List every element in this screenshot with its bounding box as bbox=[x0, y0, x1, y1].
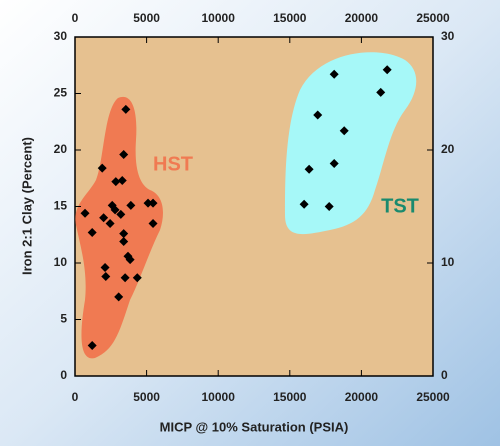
point bbox=[99, 213, 109, 223]
x-tick-label: 25000 bbox=[416, 11, 450, 25]
frame bbox=[74, 36, 434, 377]
point bbox=[125, 255, 135, 265]
point bbox=[105, 218, 115, 228]
point bbox=[126, 200, 136, 210]
point bbox=[304, 164, 314, 174]
y2-tick-label: 30 bbox=[441, 29, 455, 43]
x-tick-label: 25000 bbox=[416, 390, 450, 404]
point bbox=[143, 198, 153, 208]
point bbox=[97, 163, 107, 173]
point bbox=[110, 205, 120, 215]
y-axis-title: Iron 2:1 Clay (Percent) bbox=[19, 137, 34, 275]
x-tick-label: 20000 bbox=[345, 390, 379, 404]
point bbox=[87, 340, 97, 350]
point bbox=[382, 65, 392, 75]
x-tick-label: 15000 bbox=[273, 390, 307, 404]
x-tick-label: 10000 bbox=[202, 11, 236, 25]
point bbox=[148, 198, 158, 208]
point bbox=[148, 218, 158, 228]
x-axis-title: MICP @ 10% Saturation (PSIA) bbox=[160, 419, 349, 434]
point bbox=[339, 126, 349, 136]
x-tick-label: 5000 bbox=[133, 11, 160, 25]
y2-tick-label: 0 bbox=[441, 368, 448, 382]
point bbox=[116, 209, 126, 219]
x-tick-label: 0 bbox=[72, 11, 79, 25]
point bbox=[299, 199, 309, 209]
x-tick-label: 0 bbox=[72, 390, 79, 404]
point bbox=[114, 292, 124, 302]
y2-tick-label: 10 bbox=[441, 255, 455, 269]
point bbox=[120, 273, 130, 283]
point bbox=[111, 177, 121, 187]
y-tick-label: 20 bbox=[54, 142, 68, 156]
y-tick-label: 0 bbox=[60, 368, 67, 382]
point bbox=[376, 87, 386, 97]
x-tick-label: 20000 bbox=[345, 11, 379, 25]
y-tick-label: 5 bbox=[60, 312, 67, 326]
hst-region bbox=[75, 96, 163, 359]
point bbox=[87, 227, 97, 237]
point bbox=[100, 263, 110, 273]
point bbox=[80, 208, 90, 218]
point bbox=[329, 69, 339, 79]
y-tick-label: 30 bbox=[54, 29, 68, 43]
y2-tick-label: 20 bbox=[441, 142, 455, 156]
point bbox=[329, 159, 339, 169]
point bbox=[119, 237, 129, 247]
y-tick-label: 10 bbox=[54, 255, 68, 269]
point bbox=[117, 176, 127, 186]
x-tick-label: 5000 bbox=[133, 390, 160, 404]
x-tick-label: 15000 bbox=[273, 11, 307, 25]
annotation: HST bbox=[153, 153, 193, 175]
point bbox=[324, 202, 334, 211]
annotation: TST bbox=[381, 195, 419, 217]
y-tick-label: 15 bbox=[54, 199, 68, 213]
point bbox=[119, 150, 129, 160]
point bbox=[119, 229, 129, 239]
x-tick-label: 10000 bbox=[202, 390, 236, 404]
y-tick-label: 25 bbox=[54, 86, 68, 100]
point bbox=[313, 110, 323, 120]
point bbox=[121, 104, 131, 114]
tst-region bbox=[285, 52, 417, 235]
point bbox=[132, 273, 142, 283]
point bbox=[101, 272, 111, 282]
